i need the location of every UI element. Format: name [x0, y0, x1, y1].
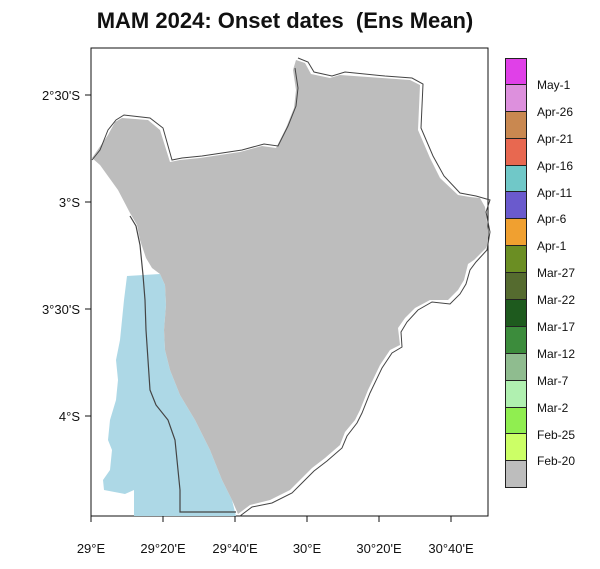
legend-entry: Mar-17: [505, 300, 595, 334]
legend-entry: Mar-12: [505, 326, 595, 361]
legend-label: Mar-12: [537, 346, 576, 361]
legend-label: Apr-26: [537, 104, 574, 119]
lon-tick-label: 29°20'E: [140, 541, 186, 556]
legend-entry: Mar-2: [505, 380, 595, 415]
legend-swatch: [505, 246, 527, 274]
legend-label: Apr-11: [537, 185, 573, 200]
legend-entry: Apr-21: [505, 111, 595, 146]
legend-entry: May-1: [505, 58, 595, 92]
legend-entry: Feb-25: [505, 407, 595, 442]
lat-axis: 2°30'S 3°S 3°30'S 4°S: [42, 88, 91, 424]
lon-tick-label: 29°E: [77, 541, 106, 556]
legend-swatch: [505, 111, 527, 139]
lon-tick-label: 30°40'E: [428, 541, 474, 556]
legend-label: Feb-25: [537, 427, 576, 442]
legend-entry: Feb-20: [505, 434, 595, 468]
legend-label: Mar-7: [537, 373, 569, 388]
lat-tick-label: 3°S: [59, 195, 80, 210]
lon-tick-label: 30°20'E: [356, 541, 402, 556]
burundi-land-region: [92, 60, 488, 514]
legend-swatch: [505, 165, 527, 193]
lat-tick-label: 2°30'S: [42, 88, 80, 103]
legend-swatch: [505, 461, 527, 489]
legend-label: Apr-21: [537, 131, 574, 146]
legend-swatch: [505, 138, 527, 166]
legend-swatch: [505, 273, 527, 301]
legend-swatch: [505, 219, 527, 247]
lat-tick-label: 4°S: [59, 409, 80, 424]
legend-entry: Mar-7: [505, 353, 595, 388]
national-border-outline: [91, 57, 491, 517]
legend-entry: Apr-6: [505, 192, 595, 226]
lon-tick-label: 29°40'E: [212, 541, 258, 556]
legend-swatch: [505, 84, 527, 112]
legend-swatch: [505, 380, 527, 408]
legend-label: Mar-2: [537, 400, 569, 415]
map-title: MAM 2024: Onset dates (Ens Mean): [96, 8, 474, 33]
lon-tick-label: 30°E: [293, 541, 322, 556]
legend-swatch: [505, 58, 527, 85]
legend-label: Mar-17: [537, 320, 576, 335]
legend-label: Mar-27: [537, 266, 576, 281]
legend-swatch: [505, 434, 527, 462]
lon-axis: 29°E 29°20'E 29°40'E 30°E 30°20'E 30°40'…: [77, 516, 474, 556]
lake-tanganyika-region: [103, 274, 236, 516]
legend-entry: [505, 461, 595, 489]
legend-label: Mar-22: [537, 293, 576, 308]
color-legend: May-1 Apr-26 Apr-21 Apr-16 Apr-11 Apr-6 Apr-1 M…: [505, 58, 595, 489]
legend-entry: Apr-11: [505, 165, 595, 200]
legend-swatch: [505, 353, 527, 381]
legend-swatch: [505, 192, 527, 220]
legend-entry: Mar-27: [505, 246, 595, 280]
legend-swatch: [505, 300, 527, 327]
legend-label: May-1: [537, 78, 571, 92]
legend-swatch: [505, 326, 527, 354]
legend-entry: Apr-16: [505, 138, 595, 173]
legend-label: Apr-6: [537, 212, 567, 227]
legend-entry: Apr-1: [505, 219, 595, 253]
legend-swatch: [505, 407, 527, 435]
legend-entry: Apr-26: [505, 84, 595, 119]
lat-tick-label: 3°30'S: [42, 302, 80, 317]
legend-entry: Mar-22: [505, 273, 595, 307]
legend-label: Apr-16: [537, 158, 574, 173]
lake-border-line: [129, 215, 236, 513]
legend-label: Feb-20: [537, 454, 576, 469]
legend-label: Apr-1: [537, 239, 567, 254]
